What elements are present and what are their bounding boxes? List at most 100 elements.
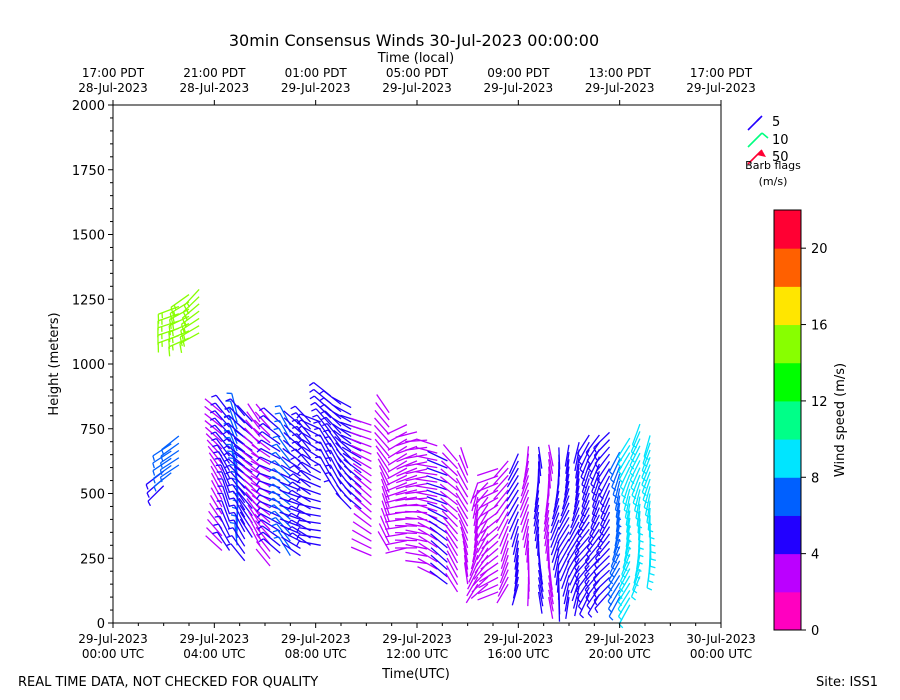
barb-shaft (209, 458, 223, 479)
wind-barb (396, 474, 418, 484)
wind-barb (416, 438, 438, 447)
wind-barb (351, 538, 372, 549)
wind-barb (395, 438, 418, 447)
wind-barb (296, 519, 321, 526)
wind-barb (461, 533, 469, 556)
wind-barb (556, 524, 570, 544)
barb-half-feather (270, 516, 276, 521)
barb-shaft (394, 524, 418, 527)
wind-barb (613, 480, 621, 506)
barb-shaft (599, 504, 611, 526)
barb-shaft (624, 495, 631, 518)
wind-barb (205, 535, 223, 551)
wind-barb (283, 431, 301, 448)
wind-barb (290, 405, 312, 423)
barb-shaft (548, 444, 554, 467)
x-tick-label-time: 12:00 UTC (386, 647, 448, 661)
wind-barb (415, 491, 438, 498)
wind-barb (225, 543, 246, 562)
top-tick-label-time: 21:00 PDT (183, 66, 246, 80)
barb-shaft (556, 524, 570, 544)
barb-shaft (598, 475, 611, 496)
wind-barb (493, 467, 509, 485)
barb-shaft (279, 497, 301, 506)
barb-shaft (331, 410, 352, 423)
barb-shaft (497, 511, 509, 532)
barb-half-feather (630, 487, 636, 492)
barb-shaft (236, 404, 253, 422)
barb-half-feather (589, 475, 594, 481)
wind-barb (548, 444, 554, 467)
barb-half-feather (592, 498, 598, 503)
barb-shaft (585, 434, 600, 453)
wind-barb (354, 489, 372, 506)
barb-shaft (259, 507, 281, 518)
barb-half-feather (593, 447, 597, 453)
wind-barb (495, 504, 509, 524)
barb-shaft (246, 498, 261, 517)
barb-shaft (344, 479, 362, 496)
barb-shaft (354, 489, 372, 506)
wind-barb (396, 460, 418, 470)
barb-half-feather (593, 455, 598, 461)
barb-half-feather (290, 456, 296, 461)
barb-shaft (534, 519, 540, 542)
barb-shaft (314, 402, 332, 419)
barb-half-feather (580, 476, 586, 481)
wind-barb (257, 519, 281, 532)
barb-shaft (418, 535, 438, 548)
wind-barb (576, 579, 590, 603)
barb-shaft (343, 465, 362, 481)
wind-barb (548, 451, 554, 474)
barb-shaft (350, 438, 372, 448)
wind-barb (596, 461, 611, 485)
barb-shaft (298, 527, 321, 532)
barb-shaft (562, 575, 570, 597)
barb-shaft (626, 517, 631, 540)
barb-shaft (537, 446, 543, 469)
barb-shaft (571, 500, 580, 522)
barb-shaft (239, 518, 253, 538)
barb-shaft (615, 517, 621, 540)
wind-barb (324, 471, 342, 492)
barb-half-feather (255, 494, 260, 500)
barb-shaft (579, 499, 590, 521)
barb-half-feather (287, 505, 292, 511)
wind-barb (636, 503, 643, 529)
barb-shaft (342, 452, 362, 467)
barb-half-feather (325, 456, 331, 460)
barb-shaft (293, 464, 312, 481)
wind-barb (581, 463, 590, 489)
barb-half-feather (624, 560, 630, 565)
barb-shaft (632, 568, 641, 591)
barb-shaft (543, 502, 550, 525)
wind-barb (374, 438, 390, 457)
barb-shaft (548, 589, 554, 612)
barb-shaft (599, 482, 611, 504)
barb-shaft (416, 503, 438, 512)
y-tick-label: 1500 (72, 229, 105, 244)
wind-barb (591, 478, 601, 503)
barb-shaft (405, 522, 428, 528)
barb-half-feather (225, 398, 231, 402)
wind-barb (350, 431, 372, 441)
wind-barb (637, 518, 644, 543)
wind-barb (245, 419, 261, 437)
barb-half-feather (222, 445, 228, 450)
barb-half-feather (573, 567, 578, 573)
barb-half-feather (641, 470, 647, 475)
barb-shaft (469, 554, 479, 576)
wind-barb (463, 562, 469, 585)
barb-half-feather (618, 587, 624, 593)
wind-barb (350, 438, 372, 448)
wind-barb (615, 517, 621, 542)
barb-half-feather (584, 581, 589, 587)
barb-half-feather (592, 506, 598, 511)
barb-shaft (214, 402, 231, 421)
barb-shaft (460, 447, 469, 469)
barb-half-feather (643, 506, 649, 511)
wind-barb (161, 435, 180, 455)
wind-barb (256, 456, 281, 467)
barb-half-feather (296, 419, 302, 425)
barb-shaft (498, 518, 509, 540)
